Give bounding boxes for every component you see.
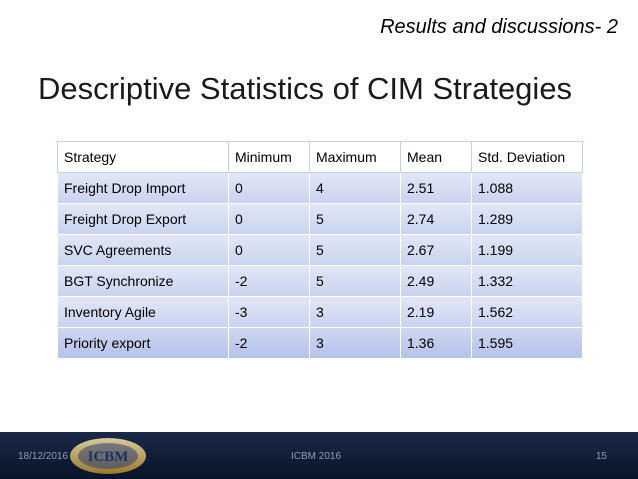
column-header-maximum: Maximum [309,141,401,173]
page-number: 15 [595,451,607,462]
cell-strategy: SVC Agreements [57,234,229,266]
logo-text: ICBM [88,449,129,465]
slide-footer: 18/12/2016 ICBM ICBM 2016 15 [0,432,638,479]
table-header-row: Strategy Minimum Maximum Mean Std. Devia… [57,141,583,173]
footer-center-label: ICBM 2016 [291,451,342,462]
table-row: SVC Agreements 0 5 2.67 1.199 [57,234,583,266]
cell-std-deviation: 1.595 [471,327,583,359]
cell-mean: 2.51 [400,172,472,204]
table-row: BGT Synchronize -2 5 2.49 1.332 [57,265,583,297]
cell-maximum: 3 [309,296,401,328]
table-row: Inventory Agile -3 3 2.19 1.562 [57,296,583,328]
cell-minimum: 0 [228,234,310,266]
statistics-table: Strategy Minimum Maximum Mean Std. Devia… [57,141,583,359]
cell-strategy: Freight Drop Import [57,172,229,204]
icbm-logo: ICBM [70,438,146,474]
column-header-std-deviation: Std. Deviation [471,141,583,173]
cell-maximum: 5 [309,234,401,266]
cell-mean: 2.19 [400,296,472,328]
cell-mean: 1.36 [400,327,472,359]
cell-strategy: Inventory Agile [57,296,229,328]
slide-title: Descriptive Statistics of CIM Strategies [38,71,573,106]
cell-mean: 2.49 [400,265,472,297]
cell-std-deviation: 1.332 [471,265,583,297]
cell-maximum: 3 [309,327,401,359]
cell-maximum: 4 [309,172,401,204]
table-row: Priority export -2 3 1.36 1.595 [57,327,583,359]
cell-maximum: 5 [309,265,401,297]
cell-mean: 2.74 [400,203,472,235]
cell-strategy: BGT Synchronize [57,265,229,297]
slide-header: Results and discussions- 2 [380,16,618,38]
cell-minimum: 0 [228,203,310,235]
cell-std-deviation: 1.199 [471,234,583,266]
table-row: Freight Drop Export 0 5 2.74 1.289 [57,203,583,235]
table-row: Freight Drop Import 0 4 2.51 1.088 [57,172,583,204]
column-header-strategy: Strategy [57,141,229,173]
column-header-minimum: Minimum [228,141,310,173]
cell-std-deviation: 1.562 [471,296,583,328]
cell-minimum: 0 [228,172,310,204]
cell-minimum: -3 [228,296,310,328]
footer-date: 18/12/2016 [18,451,69,462]
cell-std-deviation: 1.289 [471,203,583,235]
cell-std-deviation: 1.088 [471,172,583,204]
cell-mean: 2.67 [400,234,472,266]
cell-maximum: 5 [309,203,401,235]
cell-minimum: -2 [228,265,310,297]
cell-minimum: -2 [228,327,310,359]
cell-strategy: Freight Drop Export [57,203,229,235]
column-header-mean: Mean [400,141,472,173]
cell-strategy: Priority export [57,327,229,359]
